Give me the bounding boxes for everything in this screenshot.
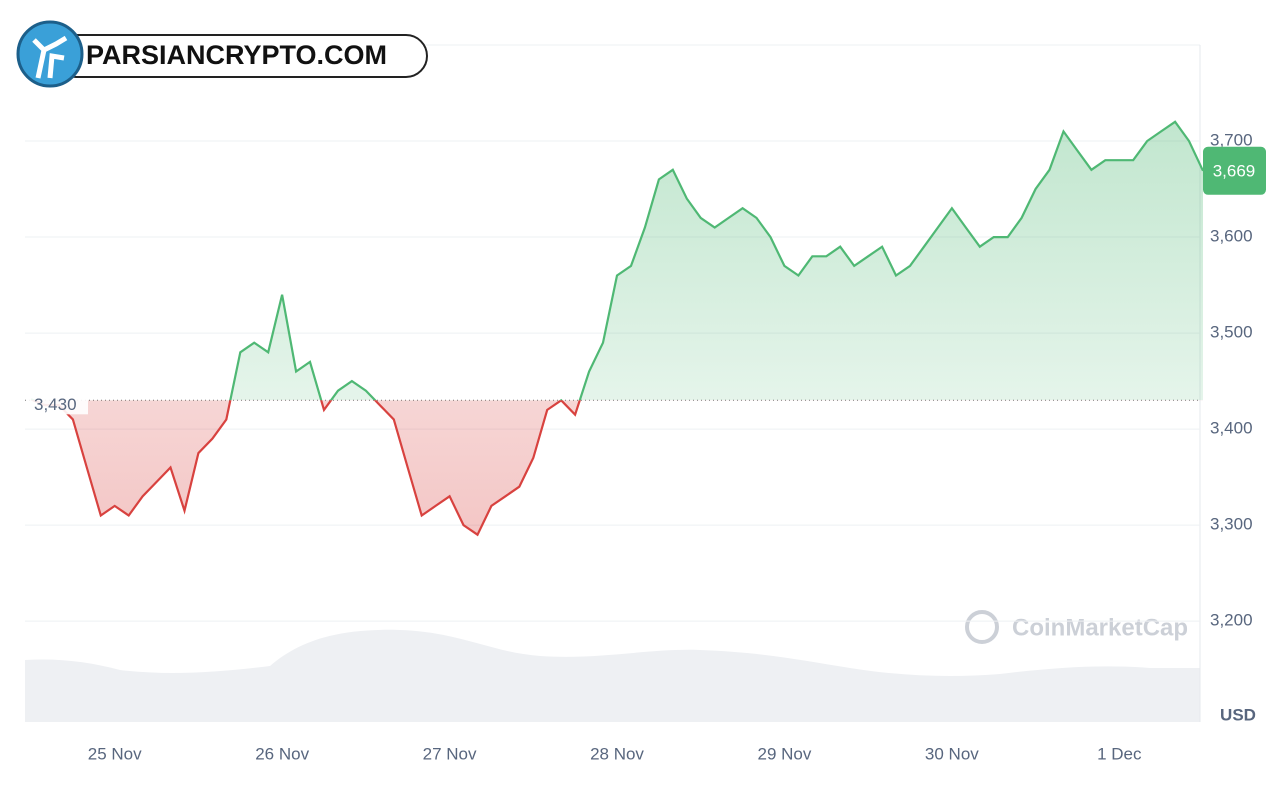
watermark-text: CoinMarketCap	[1012, 614, 1188, 641]
x-tick-label: 29 Nov	[757, 744, 811, 763]
baseline-label: 3,430	[34, 395, 77, 414]
y-tick-label: 3,500	[1210, 323, 1253, 342]
y-tick-label: 3,300	[1210, 515, 1253, 534]
logo-text: PARSIANCRYPTO.COM	[86, 40, 387, 70]
watermark: CoinMarketCap	[965, 610, 1188, 644]
y-tick-label: 3,200	[1210, 611, 1253, 630]
x-tick-label: 30 Nov	[925, 744, 979, 763]
y-tick-label: 3,600	[1210, 227, 1253, 246]
price-tag	[1203, 146, 1266, 195]
line-down	[30, 400, 581, 537]
line-up	[30, 120, 1204, 401]
y-tick-label: 3,700	[1210, 131, 1253, 150]
x-tick-label: 28 Nov	[590, 744, 644, 763]
x-tick-label: 26 Nov	[255, 744, 309, 763]
logo: PARSIANCRYPTO.COM	[16, 20, 428, 88]
y-axis-label: USD	[1220, 705, 1256, 724]
watermark-icon	[965, 610, 999, 644]
area-up	[31, 121, 1203, 401]
x-tick-label: 1 Dec	[1097, 744, 1142, 763]
volume-area	[25, 629, 1200, 722]
x-tick-label: 25 Nov	[88, 744, 142, 763]
x-tick-label: 27 Nov	[423, 744, 477, 763]
y-tick-label: 3,400	[1210, 419, 1253, 438]
price-tag-label: 3,669	[1213, 161, 1256, 180]
logo-tree	[32, 35, 68, 79]
baseline-tag	[28, 386, 88, 415]
area-down	[31, 400, 1203, 535]
